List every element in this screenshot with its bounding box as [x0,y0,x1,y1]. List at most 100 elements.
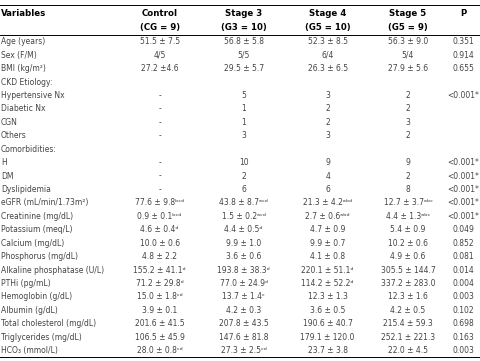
Text: 0.003: 0.003 [452,292,474,301]
Text: (CG = 9): (CG = 9) [140,22,180,31]
Text: -: - [158,91,161,100]
Text: Age (years): Age (years) [1,37,45,46]
Text: Potassium (meq/L): Potassium (meq/L) [1,225,72,234]
Text: 0.351: 0.351 [452,37,474,46]
Text: 52.3 ± 8.5: 52.3 ± 8.5 [308,37,348,46]
Text: 155.2 ± 41.1ᵈ: 155.2 ± 41.1ᵈ [133,266,186,275]
Text: 305.5 ± 144.7: 305.5 ± 144.7 [381,266,435,275]
Text: -: - [158,104,161,113]
Text: 27.3 ± 2.5ᶜᵈ: 27.3 ± 2.5ᶜᵈ [221,346,266,355]
Text: 15.0 ± 1.8ᶜᵈ: 15.0 ± 1.8ᶜᵈ [137,292,182,301]
Text: 201.6 ± 41.5: 201.6 ± 41.5 [135,319,184,328]
Text: 0.014: 0.014 [452,266,474,275]
Text: 0.049: 0.049 [452,225,474,234]
Text: <0.001*: <0.001* [447,171,479,180]
Text: 5: 5 [241,91,246,100]
Text: 5/4: 5/4 [402,51,414,60]
Text: 4: 4 [325,171,330,180]
Text: 8: 8 [406,185,410,194]
Text: <0.001*: <0.001* [447,91,479,100]
Text: (G3 = 10): (G3 = 10) [221,22,266,31]
Text: 3.6 ± 0.6: 3.6 ± 0.6 [226,252,261,261]
Text: 220.1 ± 51.1ᵈ: 220.1 ± 51.1ᵈ [301,266,354,275]
Text: Albumin (g/dL): Albumin (g/dL) [1,306,58,315]
Text: 3: 3 [325,131,330,140]
Text: 3: 3 [325,91,330,100]
Text: 10.2 ± 0.6: 10.2 ± 0.6 [388,239,428,248]
Text: CGN: CGN [1,118,18,127]
Text: -: - [158,131,161,140]
Text: 1: 1 [241,104,246,113]
Text: P: P [460,9,467,18]
Text: 0.163: 0.163 [452,333,474,342]
Text: 2: 2 [406,104,410,113]
Text: Calcium (mg/dL): Calcium (mg/dL) [1,239,64,248]
Text: Dyslipidemia: Dyslipidemia [1,185,51,194]
Text: 2: 2 [406,171,410,180]
Text: 2.7 ± 0.6ᵃᵇᵈ: 2.7 ± 0.6ᵃᵇᵈ [305,212,350,221]
Text: Sex (F/M): Sex (F/M) [1,51,36,60]
Text: 190.6 ± 40.7: 190.6 ± 40.7 [303,319,352,328]
Text: <0.001*: <0.001* [447,212,479,221]
Text: 9.9 ± 1.0: 9.9 ± 1.0 [226,239,261,248]
Text: CKD Etiology:: CKD Etiology: [1,78,52,87]
Text: 3: 3 [241,131,246,140]
Text: 23.7 ± 3.8: 23.7 ± 3.8 [308,346,348,355]
Text: 1: 1 [241,118,246,127]
Text: Phosphorus (mg/dL): Phosphorus (mg/dL) [1,252,78,261]
Text: 5.4 ± 0.9: 5.4 ± 0.9 [390,225,426,234]
Text: 43.8 ± 8.7ᵃᶜᵈ: 43.8 ± 8.7ᵃᶜᵈ [219,199,268,208]
Text: 71.2 ± 29.8ᵈ: 71.2 ± 29.8ᵈ [136,279,183,288]
Text: Stage 3: Stage 3 [225,9,262,18]
Text: 4.1 ± 0.8: 4.1 ± 0.8 [310,252,345,261]
Text: DM: DM [1,171,13,180]
Text: Variables: Variables [1,9,46,18]
Text: -: - [158,185,161,194]
Text: 6: 6 [325,185,330,194]
Text: 4.6 ± 0.4ᵈ: 4.6 ± 0.4ᵈ [140,225,179,234]
Text: HCO₃ (mmol/L): HCO₃ (mmol/L) [1,346,58,355]
Text: 21.3 ± 4.2ᵃᵇᵈ: 21.3 ± 4.2ᵃᵇᵈ [303,199,352,208]
Text: 4.2 ± 0.5: 4.2 ± 0.5 [390,306,426,315]
Text: <0.001*: <0.001* [447,199,479,208]
Text: 9: 9 [406,158,410,167]
Text: (G5 = 10): (G5 = 10) [305,22,350,31]
Text: 207.8 ± 43.5: 207.8 ± 43.5 [219,319,268,328]
Text: 22.0 ± 4.5: 22.0 ± 4.5 [388,346,428,355]
Text: Control: Control [142,9,178,18]
Text: 3: 3 [406,118,410,127]
Text: 4.9 ± 0.6: 4.9 ± 0.6 [390,252,426,261]
Text: 29.5 ± 5.7: 29.5 ± 5.7 [224,64,264,73]
Text: Total cholesterol (mg/dL): Total cholesterol (mg/dL) [1,319,96,328]
Text: 77.0 ± 24.9ᵈ: 77.0 ± 24.9ᵈ [219,279,268,288]
Text: 2: 2 [241,171,246,180]
Text: 6: 6 [241,185,246,194]
Text: 12.7 ± 3.7ᵃᵇᶜ: 12.7 ± 3.7ᵃᵇᶜ [384,199,432,208]
Text: 215.4 ± 59.3: 215.4 ± 59.3 [383,319,433,328]
Text: Alkaline phosphatase (U/L): Alkaline phosphatase (U/L) [1,266,104,275]
Text: 5/5: 5/5 [238,51,250,60]
Text: 2: 2 [406,91,410,100]
Text: PTHi (pg/mL): PTHi (pg/mL) [1,279,50,288]
Text: 193.8 ± 38.3ᵈ: 193.8 ± 38.3ᵈ [217,266,270,275]
Text: 27.2 ±4.6: 27.2 ±4.6 [141,64,179,73]
Text: 2: 2 [325,118,330,127]
Text: Hemoglobin (g/dL): Hemoglobin (g/dL) [1,292,72,301]
Text: 10.0 ± 0.6: 10.0 ± 0.6 [140,239,180,248]
Text: Stage 4: Stage 4 [309,9,346,18]
Text: -: - [158,158,161,167]
Text: 2: 2 [406,131,410,140]
Text: 0.003: 0.003 [452,346,474,355]
Text: -: - [158,118,161,127]
Text: 10: 10 [239,158,249,167]
Text: eGFR (mL/min/1.73m²): eGFR (mL/min/1.73m²) [1,199,88,208]
Text: 9: 9 [325,158,330,167]
Text: 0.004: 0.004 [452,279,474,288]
Text: 6/4: 6/4 [322,51,334,60]
Text: Diabetic Nx: Diabetic Nx [1,104,46,113]
Text: Others: Others [1,131,27,140]
Text: 337.2 ± 283.0: 337.2 ± 283.0 [381,279,435,288]
Text: 1.5 ± 0.2ᵃᶜᵈ: 1.5 ± 0.2ᵃᶜᵈ [222,212,265,221]
Text: 12.3 ± 1.3: 12.3 ± 1.3 [308,292,348,301]
Text: 106.5 ± 45.9: 106.5 ± 45.9 [135,333,184,342]
